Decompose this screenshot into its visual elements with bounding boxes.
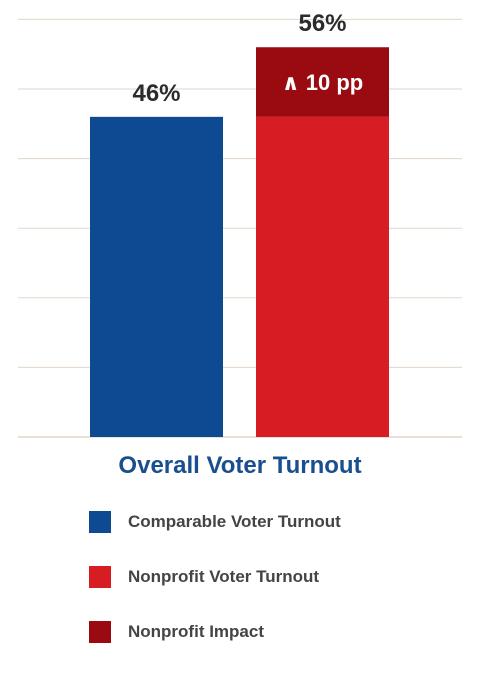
legend-label: Nonprofit Impact [128,622,264,641]
bar-comparable [90,116,223,437]
data-label: 46% [132,80,180,107]
legend-swatch-comparable [89,511,111,533]
bar-chart: 46% 56% ∧ 10 pp [18,10,462,438]
data-label: 56% [298,10,346,37]
bar-impact [256,47,389,117]
bars [90,47,389,437]
legend-swatch-impact [89,621,111,643]
legend: Comparable Voter Turnout Nonprofit Voter… [89,511,341,676]
bar-nonprofit [256,116,389,437]
chart-title: Overall Voter Turnout [118,452,362,479]
impact-annotation: ∧ 10 pp [282,70,363,95]
legend-item-nonprofit: Nonprofit Voter Turnout [89,566,341,588]
legend-item-comparable: Comparable Voter Turnout [89,511,341,533]
data-labels: 46% 56% ∧ 10 pp [132,10,363,107]
legend-item-impact: Nonprofit Impact [89,621,341,643]
legend-swatch-nonprofit [89,566,111,588]
gridlines [18,18,462,438]
legend-label: Comparable Voter Turnout [128,512,341,531]
legend-label: Nonprofit Voter Turnout [128,567,320,586]
